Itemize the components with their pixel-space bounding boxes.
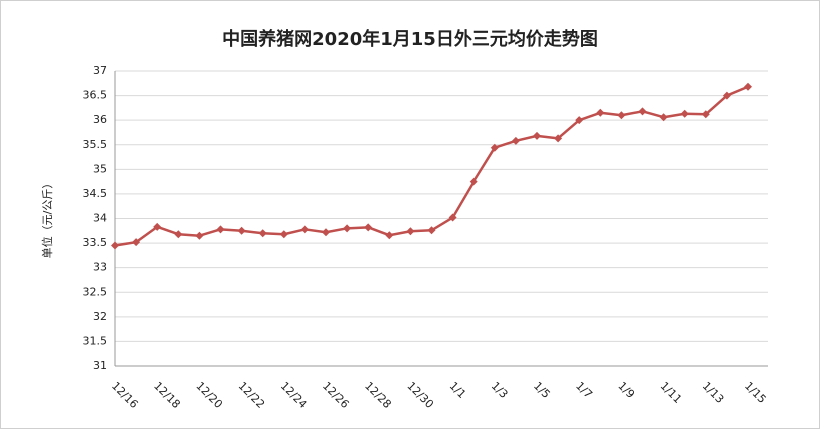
y-tick-label: 32 [93, 310, 107, 323]
point [300, 225, 309, 234]
point [216, 225, 225, 234]
y-tick-label: 36 [93, 113, 107, 126]
y-axis-label: 单位（元/公斤） [40, 178, 54, 259]
point [490, 143, 499, 152]
point [511, 136, 520, 145]
point [701, 110, 710, 119]
point [744, 82, 752, 91]
point [195, 231, 204, 240]
y-tick-label: 31.5 [83, 334, 108, 347]
point [638, 107, 647, 116]
y-tick-label: 33.5 [83, 236, 108, 249]
point [258, 229, 267, 238]
y-tick-label: 33 [93, 261, 107, 274]
point [427, 226, 436, 235]
point [364, 223, 373, 232]
point [111, 241, 119, 250]
y-tick-label: 37 [93, 64, 107, 77]
y-tick-label: 35.5 [83, 138, 108, 151]
point [237, 226, 246, 235]
point [575, 116, 584, 125]
point [279, 230, 288, 239]
point [617, 111, 626, 120]
point [322, 228, 330, 237]
point [596, 108, 605, 117]
y-tick-label: 35 [93, 162, 107, 175]
y-tick-label: 32.5 [83, 285, 108, 298]
point [343, 224, 352, 233]
point [448, 213, 457, 222]
y-tick-label: 31 [93, 359, 107, 372]
point [554, 134, 563, 143]
y-tick-label: 34.5 [83, 187, 108, 200]
point [406, 227, 415, 236]
point [533, 131, 541, 140]
point [174, 230, 183, 239]
chart-title: 中国养猪网2020年1月15日外三元均价走势图 [222, 28, 598, 50]
point [385, 231, 394, 240]
point [132, 238, 141, 247]
point [153, 222, 162, 231]
point [469, 177, 478, 186]
y-tick-label: 36.5 [83, 89, 108, 102]
point [680, 109, 689, 118]
point [659, 113, 668, 122]
point [722, 91, 731, 100]
y-tick-label: 34 [93, 212, 107, 225]
